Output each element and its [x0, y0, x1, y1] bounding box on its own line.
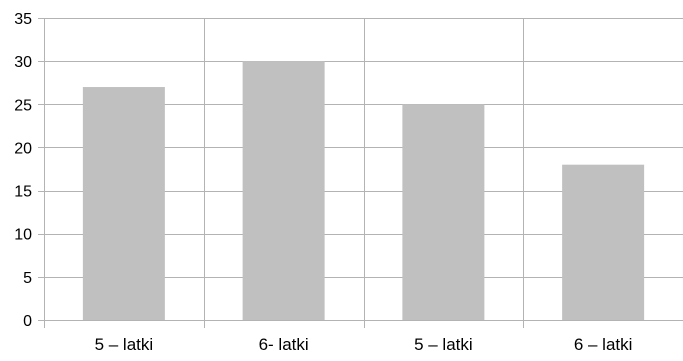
x-category-label: 6 – latki	[574, 335, 633, 354]
bars	[82, 61, 645, 321]
x-category-label: 5 – latki	[414, 335, 473, 354]
y-tick-label: 25	[14, 97, 32, 114]
bar	[82, 87, 165, 321]
x-axis-labels: 5 – latki 6- latki 5 – latki 6 – latki	[95, 335, 633, 354]
y-tick-label: 30	[14, 54, 32, 71]
y-axis-ticks: 0 5 10 15 20 25 30 35	[14, 11, 32, 330]
x-category-label: 6- latki	[259, 335, 309, 354]
bar	[242, 61, 325, 321]
y-tick-label: 5	[23, 270, 32, 287]
y-tick-label: 20	[14, 140, 32, 157]
bar	[402, 104, 485, 321]
bar	[562, 164, 645, 320]
y-tick-label: 15	[14, 184, 32, 201]
y-tick-label: 10	[14, 227, 32, 244]
y-tick-label: 35	[14, 11, 32, 28]
y-tick-label: 0	[23, 313, 32, 330]
x-category-label: 5 – latki	[95, 335, 154, 354]
